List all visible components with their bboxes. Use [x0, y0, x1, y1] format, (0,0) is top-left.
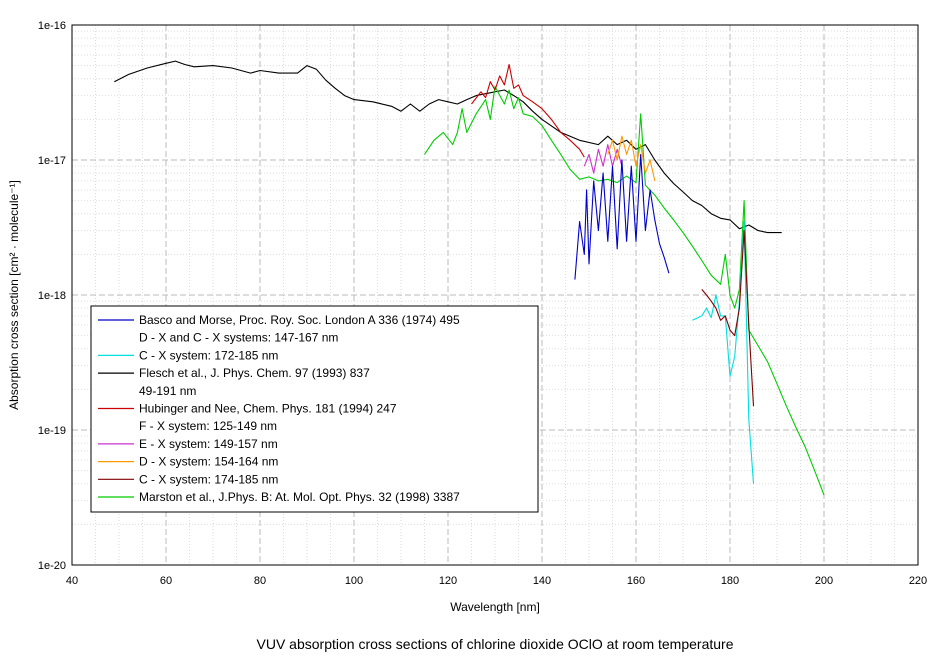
plot-frame [71, 24, 919, 566]
series-line-1 [424, 86, 825, 496]
x-tick-label: 40 [66, 575, 78, 587]
series-line-2 [471, 63, 585, 158]
chart-caption: VUV absorption cross sections of chlorin… [256, 636, 734, 652]
legend-entry: F - X system: 125-149 nm [139, 419, 277, 433]
legend-entry: C - X system: 174-185 nm [139, 472, 278, 486]
x-tick-label: 120 [439, 575, 457, 587]
y-tick-label: 1e-19 [38, 425, 66, 437]
legend-entry: Basco and Morse, Proc. Roy. Soc. London … [139, 313, 460, 327]
legend-entry: D - X and C - X systems: 147-167 nm [139, 331, 338, 345]
x-tick-label: 100 [345, 575, 363, 587]
x-tick-label: 200 [815, 575, 833, 587]
y-tick-label: 1e-20 [38, 560, 66, 572]
y-tick-label: 1e-16 [38, 20, 66, 32]
x-tick-label: 180 [721, 575, 739, 587]
series-line-7 [701, 230, 755, 407]
x-axis-title: Wavelength [nm] [450, 600, 540, 614]
legend: Basco and Morse, Proc. Roy. Soc. London … [90, 305, 539, 513]
legend-entry: Hubinger and Nee, Chem. Phys. 181 (1994)… [139, 402, 397, 416]
series-line-5 [574, 153, 670, 280]
legend-entry: E - X system: 149-157 nm [139, 437, 278, 451]
legend-box [90, 305, 539, 513]
x-tick-label: 60 [160, 575, 172, 587]
series-line-3 [583, 144, 623, 174]
x-tick-label: 80 [254, 575, 266, 587]
y-tick-label: 1e-18 [38, 290, 66, 302]
legend-entry: C - X system: 172-185 nm [139, 348, 278, 362]
series-group [114, 60, 825, 496]
legend-entry: Flesch et al., J. Phys. Chem. 97 (1993) … [139, 366, 370, 380]
x-tick-label: 160 [627, 575, 645, 587]
x-tick-label: 220 [909, 575, 927, 587]
x-tick-label: 140 [533, 575, 551, 587]
series-line-0 [114, 60, 782, 234]
legend-entry: D - X system: 154-164 nm [139, 455, 278, 469]
tick-labels: 40 60 80 100 120 140 160 180 200 220 1e-20 1e-19 1e-… [38, 20, 927, 587]
legend-entry: Marston et al., J.Phys. B: At. Mol. Opt.… [139, 490, 460, 504]
y-axis-title: Absorption cross section [cm² · molecule… [7, 180, 21, 410]
legend-entry: 49-191 nm [139, 384, 196, 398]
series-line-4 [607, 135, 656, 182]
y-tick-label: 1e-17 [38, 155, 66, 167]
